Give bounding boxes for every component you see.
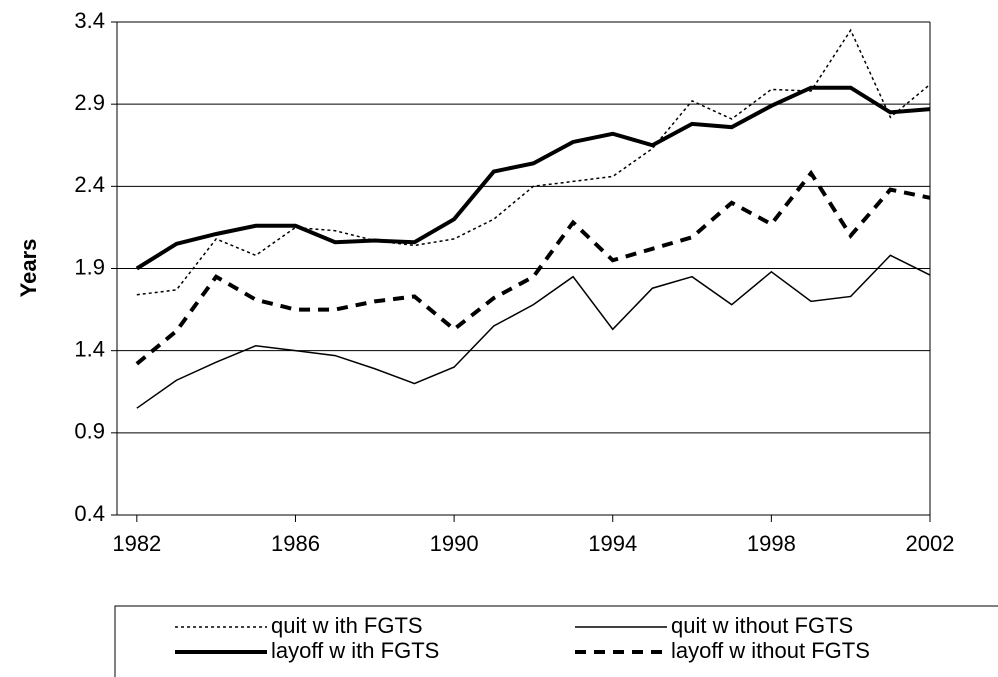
series-line: [136, 254, 931, 409]
series-line: [135, 169, 931, 366]
x-tick-label: 1994: [588, 531, 637, 556]
y-tick-label: 3.4: [74, 8, 105, 33]
y-tick-label: 0.9: [74, 419, 105, 444]
x-tick-label: 1986: [271, 531, 320, 556]
y-axis-label: Years: [16, 239, 41, 298]
x-tick-label: 2002: [906, 531, 955, 556]
legend-label: quit w ith FGTS: [271, 613, 423, 638]
legend-label: layoff w ithout FGTS: [671, 638, 870, 663]
y-tick-label: 2.4: [74, 172, 105, 197]
x-tick-label: 1982: [112, 531, 161, 556]
y-tick-label: 2.9: [74, 90, 105, 115]
y-tick-label: 1.9: [74, 254, 105, 279]
legend-label: quit w ithout FGTS: [671, 613, 853, 638]
series-line: [135, 85, 931, 271]
series-line: [136, 28, 931, 296]
y-tick-label: 1.4: [74, 336, 105, 361]
x-tick-label: 1990: [430, 531, 479, 556]
y-tick-label: 0.4: [74, 501, 105, 526]
legend-label: layoff w ith FGTS: [271, 638, 439, 663]
x-tick-label: 1998: [747, 531, 796, 556]
legend-box: [114, 605, 998, 677]
